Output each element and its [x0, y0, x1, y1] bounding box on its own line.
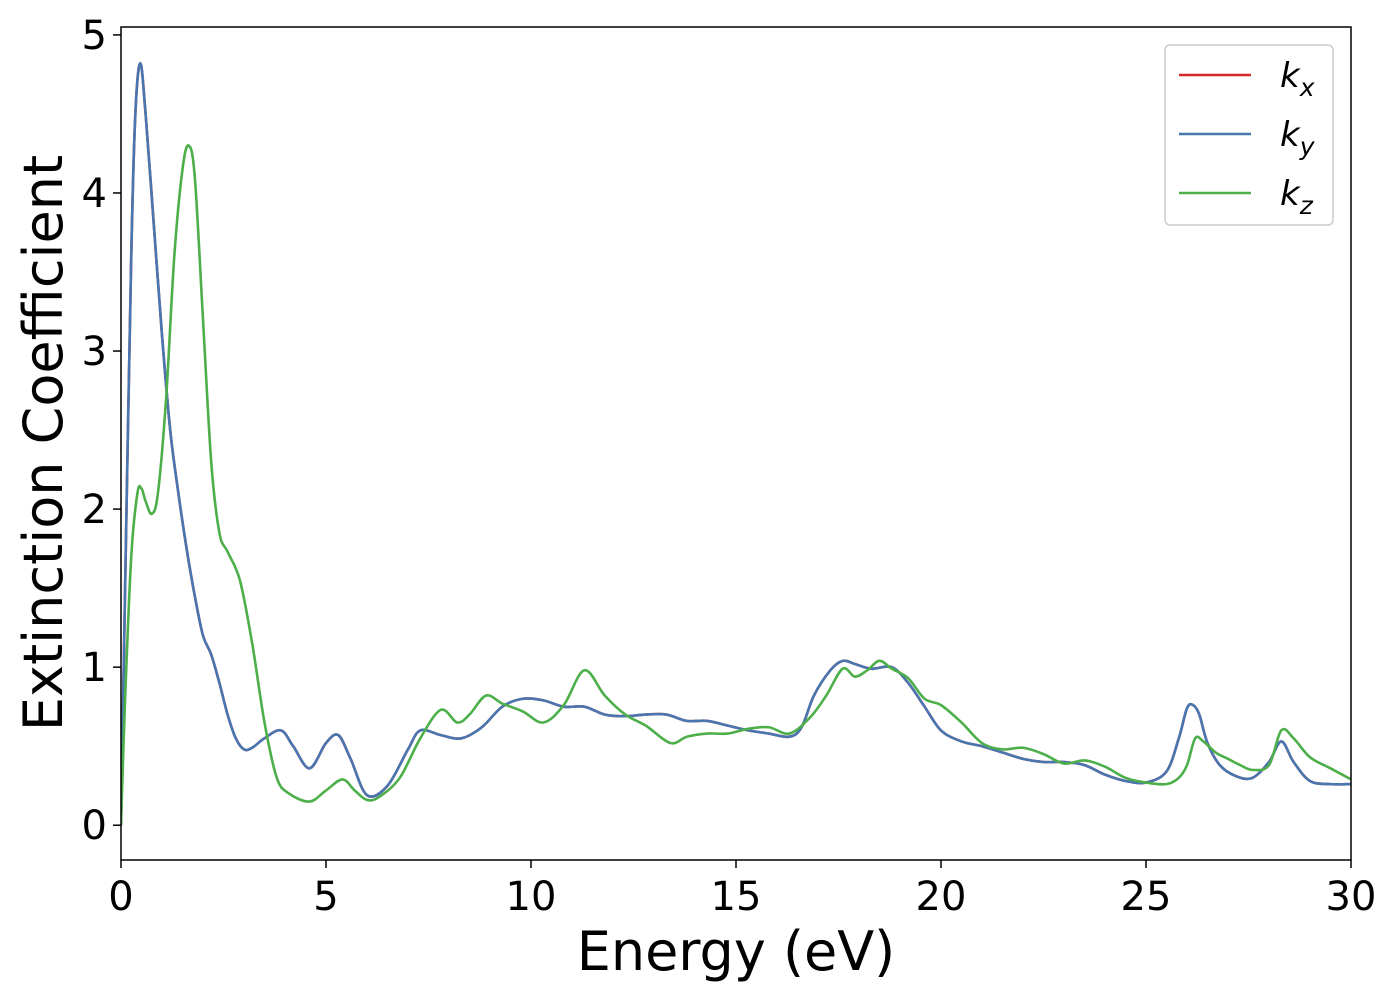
x-tick-label: 15	[711, 874, 762, 920]
y-tick-label: 1	[82, 645, 107, 691]
legend-label-subscript: z	[1299, 191, 1314, 220]
y-axis-label: Extinction Coefficient	[12, 155, 75, 731]
y-tick-label: 5	[82, 13, 107, 59]
x-tick-label: 5	[313, 874, 338, 920]
plot-background	[121, 27, 1351, 860]
legend-label-subscript: x	[1299, 73, 1315, 102]
x-axis: 0 5 10 15 20 25 30	[108, 860, 1376, 920]
legend-label-base: k	[1280, 115, 1301, 155]
y-tick-label: 3	[82, 329, 107, 375]
x-tick-label: 20	[916, 874, 967, 920]
y-tick-label: 4	[82, 171, 107, 217]
legend-label-z: kz	[1280, 174, 1314, 220]
y-tick-label: 2	[82, 487, 107, 533]
x-axis-label: Energy (eV)	[577, 920, 896, 983]
series-line-y	[121, 62, 1351, 826]
y-axis: 0 1 2 3 4 5	[82, 13, 121, 849]
legend-label-subscript: y	[1299, 132, 1316, 161]
x-tick-label: 25	[1121, 874, 1172, 920]
series-line-z	[121, 144, 1351, 826]
x-tick-label: 10	[506, 874, 557, 920]
legend-label-x: kx	[1280, 56, 1315, 102]
series-lines	[121, 62, 1351, 826]
legend-label-base: k	[1280, 56, 1301, 96]
x-tick-label: 0	[108, 874, 133, 920]
y-tick-label: 0	[82, 803, 107, 849]
legend-label-base: k	[1280, 174, 1301, 214]
x-tick-label: 30	[1326, 874, 1377, 920]
legend-label-y: ky	[1280, 115, 1316, 161]
